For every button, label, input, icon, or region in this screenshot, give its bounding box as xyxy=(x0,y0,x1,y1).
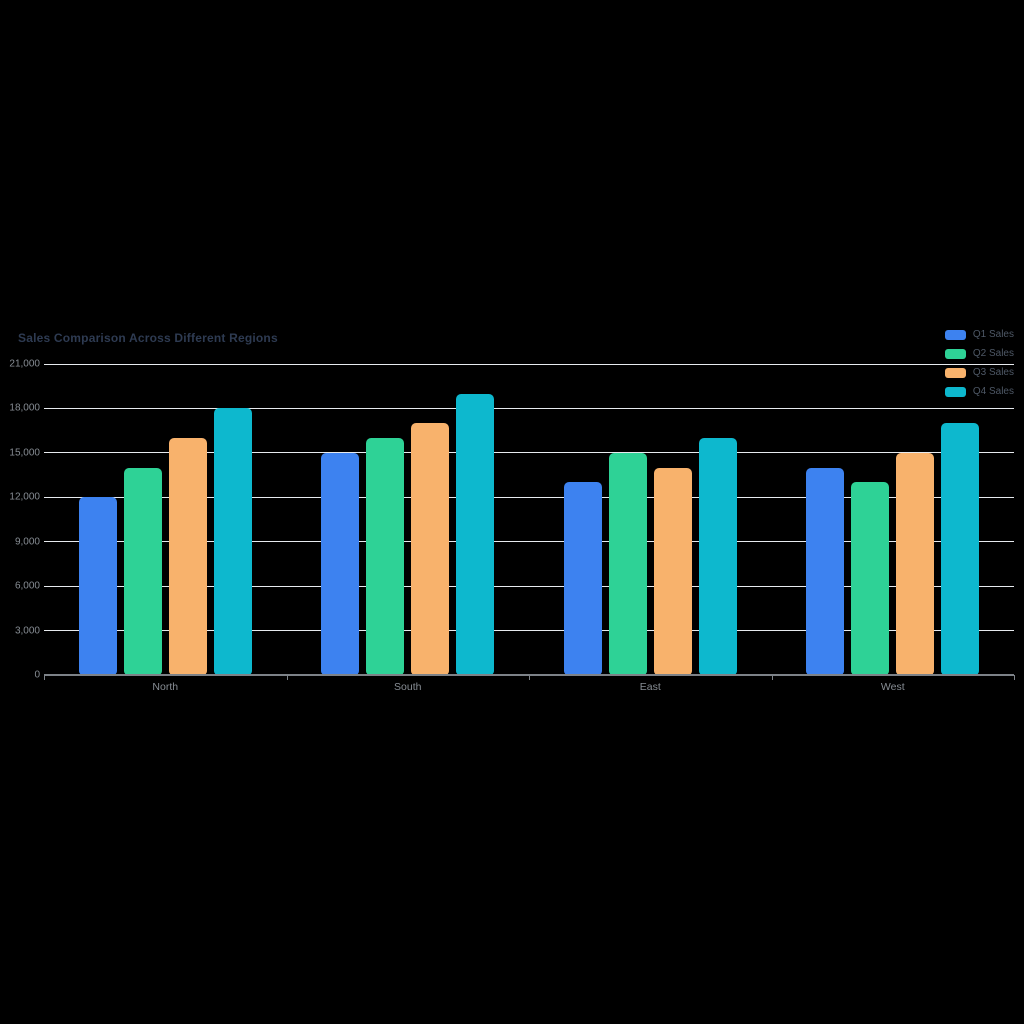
y-axis-tick-label: 3,000 xyxy=(14,625,40,637)
gridline xyxy=(44,585,1014,587)
legend-item-q4-sales[interactable]: Q4 Sales xyxy=(944,386,1014,397)
x-axis-category-label: North xyxy=(152,681,179,693)
y-axis-tick-label: 12,000 xyxy=(9,491,40,503)
bar-q2-sales-south xyxy=(366,438,405,675)
gridline xyxy=(44,630,1014,632)
bar-q1-sales-east xyxy=(563,482,602,675)
legend-swatch xyxy=(944,386,966,397)
bar-q3-sales-south xyxy=(411,423,450,675)
y-axis-tick-label: 18,000 xyxy=(9,402,40,414)
bar-q4-sales-north xyxy=(213,408,252,675)
gridline xyxy=(44,496,1014,498)
x-axis-tick xyxy=(529,675,530,680)
bar-q4-sales-east xyxy=(698,438,737,675)
y-axis-tick-label: 21,000 xyxy=(9,358,40,370)
x-axis-tick xyxy=(771,675,773,680)
legend-label: Q2 Sales xyxy=(972,348,1014,359)
bar-q1-sales-south xyxy=(321,452,360,675)
bar-q3-sales-west xyxy=(896,452,935,675)
legend-label: Q1 Sales xyxy=(972,329,1014,340)
chart-title: Sales Comparison Across Different Region… xyxy=(18,331,278,345)
bar-q4-sales-west xyxy=(941,423,980,675)
bar-q1-sales-west xyxy=(806,467,845,675)
legend-swatch xyxy=(944,348,966,359)
legend-label: Q3 Sales xyxy=(972,367,1014,378)
legend-swatch xyxy=(944,367,966,378)
bar-q2-sales-north xyxy=(123,467,162,675)
bar-q2-sales-east xyxy=(608,452,647,675)
legend-item-q1-sales[interactable]: Q1 Sales xyxy=(944,329,1014,340)
y-axis-tick-label: 15,000 xyxy=(9,447,40,459)
gridline xyxy=(44,363,1014,365)
legend-swatch xyxy=(944,329,966,340)
gridline xyxy=(44,541,1014,543)
y-axis-tick-label: 6,000 xyxy=(14,580,40,592)
legend-item-q3-sales[interactable]: Q3 Sales xyxy=(944,367,1014,378)
x-axis-category-label: West xyxy=(880,681,905,693)
x-axis-category-label: South xyxy=(394,681,422,693)
bar-q1-sales-north xyxy=(78,497,117,675)
legend-item-q2-sales[interactable]: Q2 Sales xyxy=(944,348,1014,359)
gridline xyxy=(44,452,1014,454)
x-axis-category-label: East xyxy=(639,681,661,693)
bar-q4-sales-south xyxy=(456,393,495,675)
bar-q2-sales-west xyxy=(851,482,890,675)
x-axis-tick xyxy=(286,675,288,680)
bar-q3-sales-east xyxy=(653,467,692,675)
legend-label: Q4 Sales xyxy=(972,386,1014,397)
bar-q3-sales-north xyxy=(168,438,207,675)
y-axis-tick-label: 0 xyxy=(34,669,40,681)
legend: Q1 Sales Q2 Sales Q3 Sales Q4 Sales xyxy=(944,329,1014,405)
x-axis-tick xyxy=(1014,675,1015,680)
y-axis-tick-label: 9,000 xyxy=(14,536,40,548)
x-axis-tick xyxy=(44,675,45,680)
gridline xyxy=(44,407,1014,409)
